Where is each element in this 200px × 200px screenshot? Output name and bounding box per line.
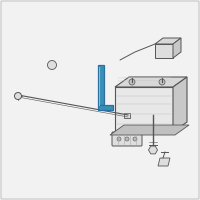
FancyBboxPatch shape: [112, 132, 142, 146]
Circle shape: [125, 137, 129, 141]
FancyBboxPatch shape: [124, 113, 130, 118]
Polygon shape: [110, 125, 189, 135]
FancyBboxPatch shape: [155, 44, 173, 58]
Circle shape: [14, 92, 22, 99]
Circle shape: [133, 137, 137, 141]
Polygon shape: [173, 38, 181, 58]
FancyBboxPatch shape: [115, 87, 173, 132]
Circle shape: [48, 60, 57, 70]
Polygon shape: [98, 105, 113, 110]
Polygon shape: [98, 65, 104, 105]
Circle shape: [117, 137, 121, 141]
Polygon shape: [155, 38, 181, 44]
Polygon shape: [158, 158, 170, 166]
Circle shape: [159, 79, 165, 85]
Circle shape: [129, 79, 135, 85]
Polygon shape: [173, 77, 187, 132]
Polygon shape: [115, 77, 187, 87]
